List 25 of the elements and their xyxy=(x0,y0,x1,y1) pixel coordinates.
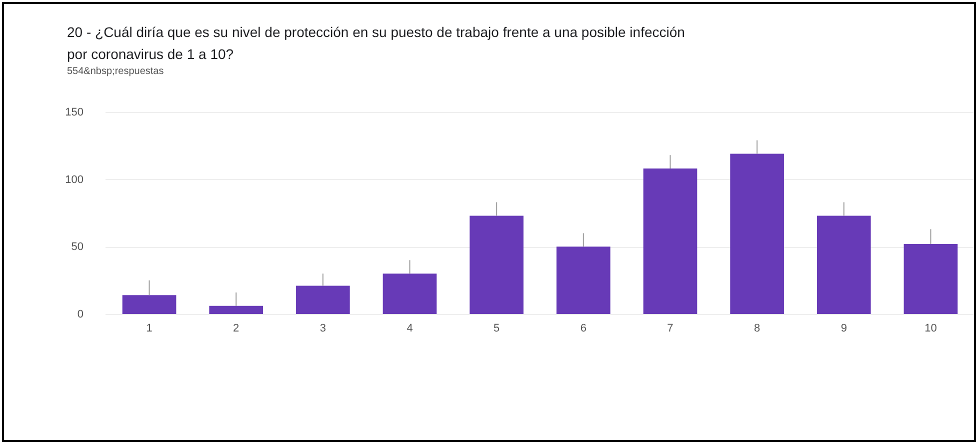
x-tick-label: 10 xyxy=(924,322,937,334)
x-tick-label: 6 xyxy=(580,322,586,334)
bar xyxy=(209,306,264,314)
x-tick-label: 2 xyxy=(233,322,240,334)
y-tick-label: 0 xyxy=(77,308,84,320)
x-tick-label: 8 xyxy=(754,322,760,334)
bar xyxy=(382,274,437,314)
x-tick-label: 1 xyxy=(146,322,152,334)
bar xyxy=(122,295,176,314)
bar xyxy=(296,286,350,314)
x-tick-label: 9 xyxy=(840,322,847,334)
bar xyxy=(470,216,524,314)
bar xyxy=(643,168,698,314)
y-tick-label: 100 xyxy=(65,174,84,186)
x-tick-label: 3 xyxy=(320,322,326,334)
bar xyxy=(904,244,958,314)
bar xyxy=(730,154,784,314)
x-tick-label: 5 xyxy=(494,322,500,334)
y-tick-label: 150 xyxy=(65,106,84,118)
chart-subtitle: 554&nbsp;respuestas xyxy=(67,66,164,77)
y-tick-label: 50 xyxy=(71,241,84,254)
bar xyxy=(556,246,610,314)
bar xyxy=(816,216,871,314)
x-tick-label: 7 xyxy=(667,322,674,334)
x-tick-label: 4 xyxy=(406,322,413,334)
